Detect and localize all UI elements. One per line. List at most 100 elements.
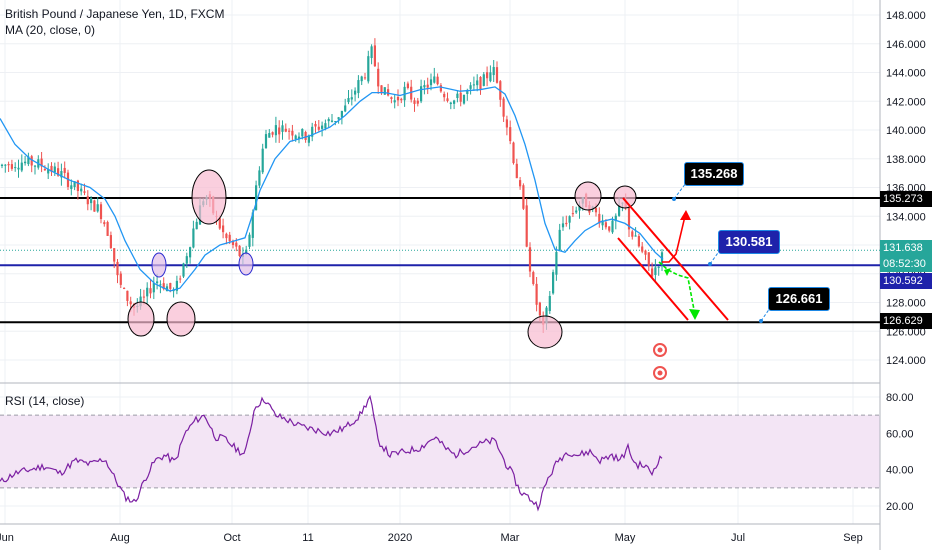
rsi-axis[interactable]: 80.00 60.00 40.00 20.00	[886, 392, 914, 513]
candle-body	[73, 181, 76, 188]
candle-body	[657, 266, 660, 268]
candle-body	[598, 213, 601, 224]
candle-body	[413, 100, 416, 104]
candle-body	[631, 231, 634, 237]
candle-body	[255, 185, 258, 211]
price-tick-label: 140.000	[886, 125, 926, 137]
candle-body	[406, 83, 409, 88]
candle-body	[162, 283, 165, 289]
arrow-down-projection[interactable]	[658, 261, 696, 316]
time-axis[interactable]: Jun Aug Oct 11 2020 Mar May Jul Sep	[0, 532, 863, 544]
candle-body	[651, 268, 654, 277]
candle-body	[218, 218, 221, 229]
circle-annotation[interactable]	[151, 252, 167, 278]
candle-body	[238, 245, 241, 256]
candle-body	[142, 296, 145, 298]
candle-body	[575, 210, 578, 213]
candle-body	[43, 169, 46, 171]
callout-middle[interactable]: 130.581	[718, 230, 780, 254]
callout-leader	[760, 307, 771, 322]
candle-body	[103, 222, 106, 225]
candle-body	[90, 198, 93, 204]
candle-body	[126, 290, 129, 301]
candle-body	[17, 167, 20, 170]
candle-body	[156, 281, 159, 284]
candle-body	[60, 171, 63, 178]
symbol-title: British Pound / Japanese Yen, 1D, FXCM	[5, 7, 225, 21]
rsi-tick-label: 40.00	[886, 465, 914, 477]
rsi-tick-label: 20.00	[886, 501, 914, 513]
candle-body	[637, 236, 640, 247]
candle-body	[456, 93, 459, 99]
drawing-annotations[interactable]	[127, 169, 771, 380]
rsi-band	[0, 415, 880, 488]
candle-body	[608, 226, 611, 231]
candle-body	[561, 223, 565, 228]
callout-anchor	[759, 319, 763, 323]
channel-upper-line[interactable]	[622, 197, 729, 321]
circle-annotation[interactable]	[191, 169, 227, 225]
callout-anchor	[672, 197, 676, 201]
arrow-down-small-head	[664, 268, 671, 276]
candle-body	[297, 136, 301, 139]
candle-body	[627, 206, 631, 230]
candle-body	[27, 156, 30, 165]
candle-body	[370, 46, 373, 59]
candle-body	[555, 251, 558, 275]
candle-body	[654, 267, 657, 275]
candle-body	[578, 205, 581, 211]
candle-body	[519, 180, 522, 187]
arrow-up-head	[680, 210, 691, 220]
event-marker-icon[interactable]	[653, 343, 667, 380]
candle-body	[195, 221, 198, 230]
circle-annotation[interactable]	[613, 185, 637, 209]
candle-body	[40, 158, 43, 167]
candle-body	[129, 301, 132, 305]
symbol-legend: British Pound / Japanese Yen, 1D, FXCM M…	[5, 6, 224, 38]
price-tag-bottom-line: 126.629	[880, 313, 932, 329]
candle-body	[416, 100, 419, 104]
callout-lower[interactable]: 126.661	[768, 287, 830, 311]
price-tick-label: 128.000	[886, 298, 926, 310]
candle-body	[231, 240, 235, 245]
candle-body	[535, 283, 538, 305]
circle-annotation[interactable]	[238, 252, 254, 276]
candle-body	[433, 76, 436, 83]
candle-body	[495, 67, 499, 83]
candle-body	[525, 205, 528, 247]
price-tick-label: 138.000	[886, 154, 926, 166]
rsi-tick-label: 60.00	[886, 428, 914, 440]
arrow-up-projection[interactable]	[662, 211, 687, 263]
candle-body	[466, 90, 469, 95]
candle-body	[93, 200, 96, 212]
candle-body	[512, 142, 515, 164]
circle-annotation[interactable]	[127, 301, 155, 337]
candle-body	[344, 105, 347, 112]
candle-body	[113, 248, 116, 262]
candle-body	[383, 87, 386, 95]
candle-body	[367, 56, 370, 82]
candle-body	[251, 212, 254, 238]
candle-body	[618, 205, 621, 216]
candle-body	[459, 92, 462, 102]
candle-body	[301, 128, 304, 137]
candle-body	[429, 79, 433, 86]
candle-body	[347, 98, 350, 103]
candle-body	[469, 85, 472, 89]
candle-body	[165, 286, 169, 292]
candle-body	[532, 272, 535, 284]
callout-anchor	[708, 262, 712, 266]
callout-upper[interactable]: 135.268	[684, 162, 744, 186]
channel-lower-line[interactable]	[617, 237, 689, 321]
candle-body	[228, 234, 231, 242]
circle-annotation[interactable]	[527, 315, 563, 349]
candle-body	[528, 247, 532, 272]
circle-annotation[interactable]	[166, 301, 196, 337]
price-tick-label: 134.000	[886, 211, 926, 223]
candle-body	[482, 74, 485, 86]
arrow-down-head	[689, 309, 700, 320]
candle-body	[248, 234, 251, 247]
circle-annotation[interactable]	[574, 181, 602, 211]
candle-body	[7, 164, 10, 166]
